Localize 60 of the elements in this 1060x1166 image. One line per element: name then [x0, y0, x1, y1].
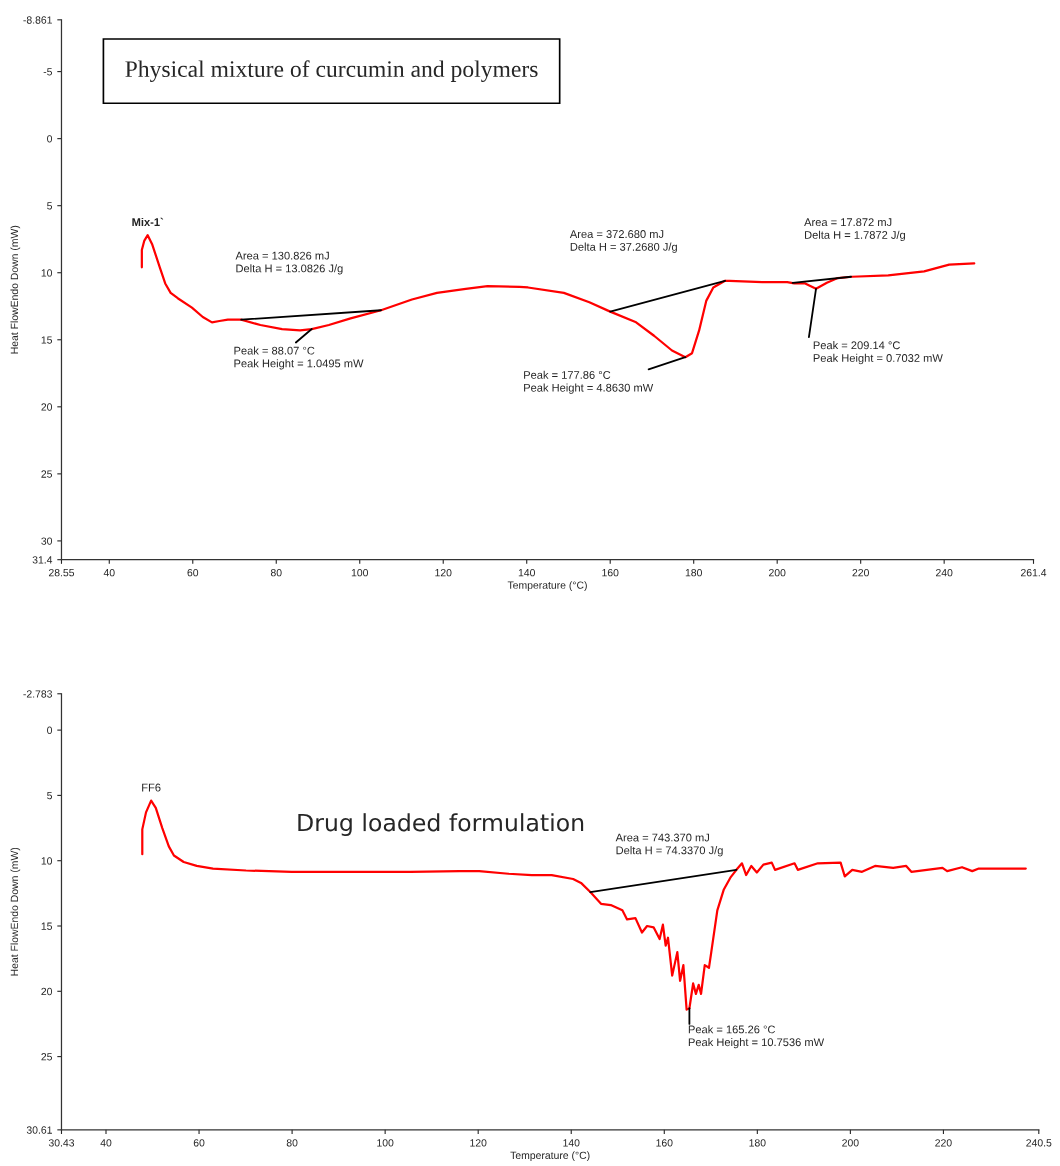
x-tick-label: 60: [193, 1139, 205, 1147]
series-label: FF6: [142, 783, 161, 792]
x-tick-label: 240: [936, 568, 953, 577]
x-tick-label: 28.55: [48, 568, 75, 577]
x-tick-label: 160: [656, 1139, 673, 1147]
text: Physical mixture of curcumin and polymers: [125, 60, 538, 82]
x-tick-label: 100: [351, 568, 369, 577]
y-tick-label: 30.61: [26, 1126, 52, 1134]
y-tick-label: 20: [41, 403, 53, 411]
x-tick-label: 200: [769, 568, 786, 577]
y-tick-label: 30: [41, 537, 53, 545]
x-tick-label: 120: [435, 568, 452, 577]
x-tick-label: 40: [100, 1139, 112, 1147]
x-tick-label: 30.43: [48, 1139, 75, 1147]
text: Drug loaded formulation: [298, 813, 584, 837]
annotation: Area = 17.872 mJ Delta H = 1.7872 J/g: [804, 218, 905, 242]
y-tick-label: -5: [43, 68, 53, 76]
x-tick-label: 60: [187, 568, 199, 577]
x-axis-title: Temperature (°C): [510, 1151, 590, 1162]
x-tick-label: 180: [685, 568, 702, 577]
x-tick-label: 261.4: [1020, 568, 1047, 577]
y-tick-label: 10: [41, 857, 53, 865]
x-tick-label: 120: [470, 1139, 487, 1147]
x-tick-label: 140: [563, 1139, 580, 1147]
x-tick-label: 220: [935, 1139, 952, 1147]
x-tick-label: 100: [377, 1139, 394, 1147]
annotation: Area = 372.680 mJ Delta H = 37.2680 J/g: [569, 230, 677, 253]
y-tick-label: 25: [41, 470, 53, 478]
annotation: Area = 130.826 mJ Delta H = 13.0826 J/g: [235, 251, 343, 275]
x-tick-label: 40: [103, 568, 115, 577]
y-tick-label: 5: [47, 792, 53, 800]
y-tick-label: 31.4: [32, 556, 53, 564]
x-tick-label: 240.5: [1026, 1139, 1052, 1147]
x-tick-label: 220: [852, 568, 869, 577]
x-axis-title: Temperature (°C): [507, 581, 587, 591]
y-tick-label: 25: [41, 1053, 53, 1061]
x-tick-label: 180: [749, 1139, 766, 1147]
y-tick-label: -2.783: [23, 690, 52, 698]
x-tick-label: 80: [286, 1139, 298, 1147]
y-axis-title: Heat FlowEndo Down (mW): [10, 847, 21, 976]
y-tick-label: 10: [41, 269, 53, 277]
annotation: Peak = 165.26 °C Peak Height = 10.7536 mW: [688, 1025, 825, 1049]
x-tick-label: 200: [842, 1139, 859, 1147]
y-tick-label: 5: [47, 202, 53, 210]
y-tick-label: 0: [47, 135, 53, 143]
annotation: Peak = 209.14 °C Peak Height = 0.7032 mW: [813, 341, 943, 365]
x-tick-label: 160: [602, 568, 619, 577]
series-label: Mix-1`: [132, 217, 164, 226]
y-tick-label: -8.861: [23, 16, 52, 24]
annotation: Peak = 88.07 °C Peak Height = 1.0495 mW: [234, 346, 364, 370]
annotation: Peak = 177.86 °C Peak Height = 4.8630 mW: [524, 370, 654, 394]
annotation: Area = 743.370 mJ Delta H = 74.3370 J/g: [615, 833, 723, 857]
y-tick-label: 15: [41, 336, 53, 344]
line-series: [141, 799, 1027, 1011]
y-tick-label: 15: [41, 922, 53, 930]
y-axis-title: Heat FlowEndo Down (mW): [10, 225, 21, 354]
y-tick-label: 20: [41, 987, 53, 996]
x-tick-label: 80: [270, 568, 282, 577]
x-tick-label: 140: [518, 568, 536, 577]
y-tick-label: 0: [47, 726, 53, 734]
